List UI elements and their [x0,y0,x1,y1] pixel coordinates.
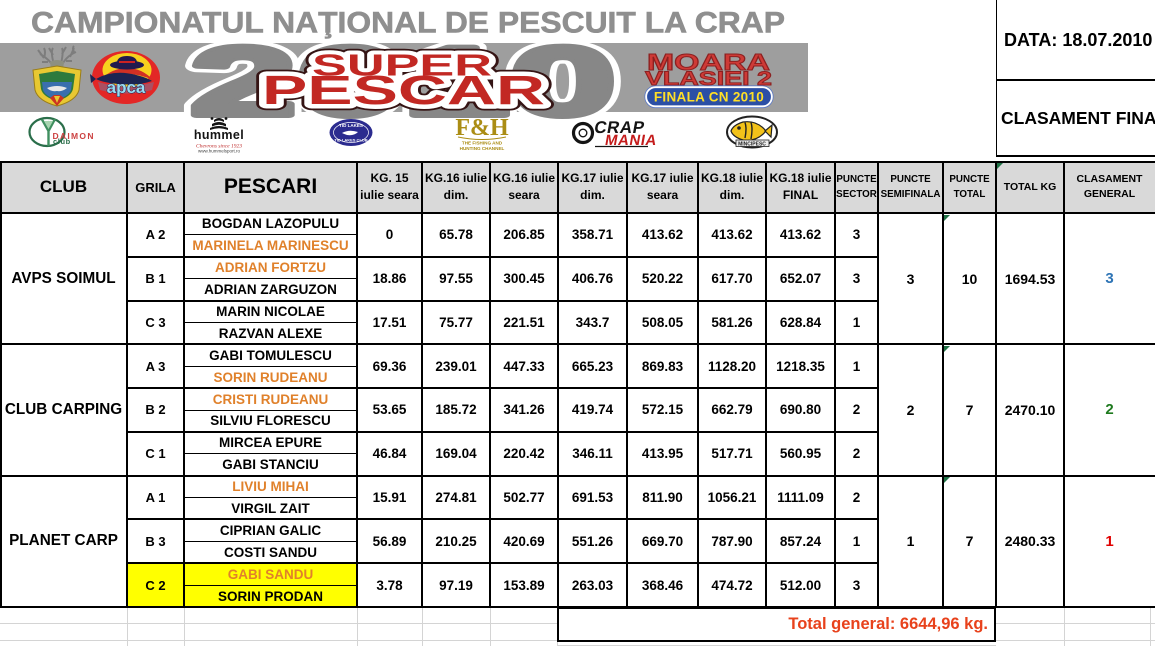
svg-text:TID LAKES: TID LAKES [339,123,363,128]
svg-text:TID LAKES CLUB: TID LAKES CLUB [334,138,367,143]
svg-text:MINCIPESC: MINCIPESC [738,141,766,147]
svg-text:VLASIEI 2: VLASIEI 2 [645,69,772,90]
svg-text:MANIA: MANIA [604,132,659,149]
svg-text:FINALA CN 2010: FINALA CN 2010 [654,90,764,105]
svg-text:2010: 2010 [190,26,616,136]
svg-text:www.hummelsport.ro: www.hummelsport.ro [198,149,241,154]
svg-text:SUPER: SUPER [312,48,492,83]
svg-text:PESCAR: PESCAR [262,67,545,113]
svg-text:club: club [53,137,71,146]
svg-text:PESCAR: PESCAR [262,67,545,113]
svg-text:apca: apca [107,78,146,97]
svg-text:CAMPIONATUL NAŢIONAL DE PESCUI: CAMPIONATUL NAŢIONAL DE PESCUIT LA CRAP [31,7,785,40]
svg-text:Chevrons since 1923: Chevrons since 1923 [196,144,242,150]
svg-text:hummel: hummel [194,128,244,142]
svg-text:CRAP: CRAP [593,117,647,137]
svg-text:SUPER: SUPER [312,48,492,83]
svg-text:HUNTING CHANNEL: HUNTING CHANNEL [460,146,505,151]
svg-text:SUPER: SUPER [312,48,492,83]
svg-text:2010: 2010 [190,26,616,136]
svg-text:THE FISHING AND: THE FISHING AND [462,141,503,146]
svg-text:PESCAR: PESCAR [262,67,545,113]
svg-text:F&H: F&H [455,115,509,141]
svg-text:DAIMON: DAIMON [53,131,95,141]
svg-text:MOARA: MOARA [647,49,770,75]
